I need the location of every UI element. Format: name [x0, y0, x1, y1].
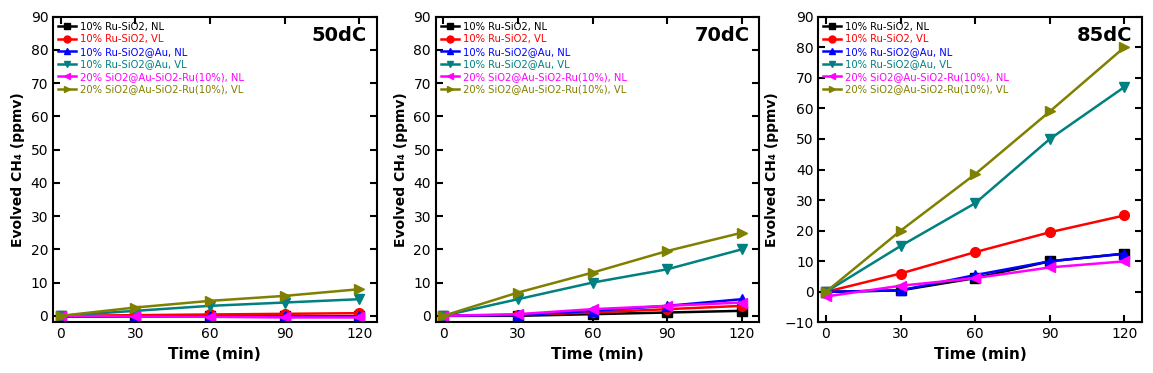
- X-axis label: Time (min): Time (min): [934, 347, 1026, 362]
- Text: 85dC: 85dC: [1077, 26, 1132, 45]
- Text: 70dC: 70dC: [694, 26, 749, 45]
- Y-axis label: Evolved CH₄ (ppmv): Evolved CH₄ (ppmv): [394, 92, 408, 247]
- Y-axis label: Evolved CH₄ (ppmv): Evolved CH₄ (ppmv): [12, 92, 25, 247]
- Legend: 10% Ru-SiO2, NL, 10% Ru-SiO2, VL, 10% Ru-SiO2@Au, NL, 10% Ru-SiO2@Au, VL, 20% Si: 10% Ru-SiO2, NL, 10% Ru-SiO2, VL, 10% Ru…: [56, 20, 246, 96]
- Legend: 10% Ru-SiO2, NL, 10% Ru-SiO2, VL, 10% Ru-SiO2@Au, NL, 10% Ru-SiO2@Au, VL, 20% Si: 10% Ru-SiO2, NL, 10% Ru-SiO2, VL, 10% Ru…: [821, 20, 1011, 96]
- Text: 50dC: 50dC: [311, 26, 367, 45]
- X-axis label: Time (min): Time (min): [551, 347, 643, 362]
- Y-axis label: Evolved CH₄ (ppmv): Evolved CH₄ (ppmv): [764, 92, 778, 247]
- Legend: 10% Ru-SiO2, NL, 10% Ru-SiO2, VL, 10% Ru-SiO2@Au, NL, 10% Ru-SiO2@Au, VL, 20% Si: 10% Ru-SiO2, NL, 10% Ru-SiO2, VL, 10% Ru…: [439, 20, 628, 96]
- X-axis label: Time (min): Time (min): [168, 347, 262, 362]
